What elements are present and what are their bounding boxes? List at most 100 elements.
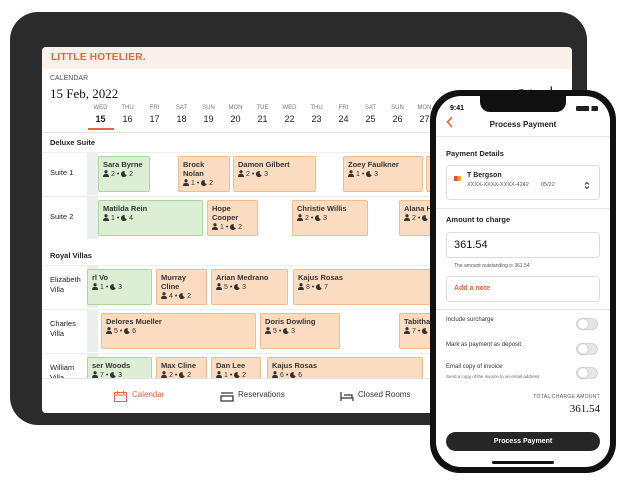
section-heading: Payment Details bbox=[446, 149, 504, 158]
note-box[interactable] bbox=[446, 276, 600, 302]
booking-counts: 2 • 2 bbox=[103, 170, 145, 179]
guest-name: Damon Gilbert bbox=[238, 160, 290, 169]
home-indicator bbox=[492, 461, 554, 464]
weekday: WED bbox=[282, 105, 297, 111]
card-expiry: 05/22 bbox=[541, 182, 555, 188]
day-number: 15 bbox=[95, 114, 106, 124]
blocked-cell bbox=[87, 197, 98, 239]
booking[interactable]: Matilda Rein 1 • 4 bbox=[98, 200, 203, 236]
guest-name: Christie Willis bbox=[297, 204, 347, 213]
booking[interactable]: Arian Medrano 5 • 3 bbox=[211, 269, 288, 305]
status-time: 9:41 bbox=[450, 105, 465, 112]
card-chevron[interactable] bbox=[584, 177, 590, 195]
status-icons bbox=[576, 106, 598, 111]
booking[interactable]: Delores Mueller 5 • 6 bbox=[101, 313, 256, 349]
brand: LITTLE HOTELIER. bbox=[51, 52, 146, 63]
day-number: 25 bbox=[365, 114, 376, 124]
night-count: 6 bbox=[132, 328, 137, 335]
toggle[interactable] bbox=[576, 367, 598, 379]
row-bg bbox=[42, 309, 572, 353]
day-number: 21 bbox=[257, 114, 268, 124]
separator: • bbox=[417, 328, 421, 335]
separator: • bbox=[105, 284, 109, 291]
booking[interactable]: Zoey Faulkner 1 • 3 bbox=[343, 156, 423, 192]
booking[interactable]: Damon Gilbert 2 • 3 bbox=[233, 156, 316, 192]
guest-name: Kajus Rosas bbox=[298, 273, 344, 282]
guest-name: Brock Nolan bbox=[183, 160, 205, 178]
booking-counts: 1 • 3 bbox=[92, 283, 147, 292]
booking[interactable]: Christie Willis 2 • 3 bbox=[292, 200, 368, 236]
add-note[interactable]: Add a note bbox=[454, 285, 491, 292]
booking[interactable]: Sara Byrne 2 • 2 bbox=[98, 156, 150, 192]
booking[interactable]: Hope Cooper 1 • 2 bbox=[207, 200, 258, 236]
separator: • bbox=[311, 284, 315, 291]
blocked-cell bbox=[87, 153, 98, 195]
title-divider bbox=[436, 136, 610, 137]
card-name: T Bergson bbox=[467, 172, 502, 179]
guest-count: 2 bbox=[245, 171, 250, 178]
booking[interactable]: Murray Cline 4 • 2 bbox=[156, 269, 207, 305]
weekday: SUN bbox=[391, 105, 404, 111]
section-divider bbox=[436, 208, 610, 209]
back-button[interactable] bbox=[446, 115, 454, 131]
day-number: 27 bbox=[419, 114, 430, 124]
separator: • bbox=[278, 328, 282, 335]
guest-count: 2 bbox=[110, 171, 115, 178]
toggle-label: Include surcharge bbox=[446, 317, 494, 323]
guest-name: Arian Medrano bbox=[216, 273, 269, 282]
booking[interactable]: Brock Nolan 1 • 2 bbox=[178, 156, 230, 192]
booking-counts: 1 • 2 bbox=[212, 223, 253, 232]
nav-item[interactable]: Calendar bbox=[132, 390, 165, 399]
process-button[interactable]: Process Payment bbox=[446, 432, 600, 451]
night-count: 3 bbox=[118, 284, 123, 291]
booking[interactable]: rl Vo 1 • 3 bbox=[87, 269, 152, 305]
row-bg bbox=[42, 152, 572, 196]
nav-item[interactable]: Reservations bbox=[238, 390, 285, 399]
phone: 9:41 Process Payment Payment Details T Berg… bbox=[430, 90, 616, 473]
guest-name: Zoey Faulkner bbox=[348, 160, 399, 169]
booking-counts: 2 • 3 bbox=[297, 214, 363, 223]
card-number: XXXX-XXXX-XXXX-4242 bbox=[467, 182, 529, 188]
date: 15 Feb, 2022 bbox=[50, 86, 119, 101]
room-label: William Villa bbox=[50, 363, 75, 382]
weekday: WED bbox=[93, 105, 108, 111]
booking-counts: 1 • 2 bbox=[216, 371, 256, 380]
night-count: 6 bbox=[298, 372, 303, 379]
guest-count: 2 bbox=[168, 372, 173, 379]
separator: • bbox=[229, 284, 233, 291]
guest-count: 1 bbox=[219, 224, 224, 231]
nav-icon bbox=[220, 389, 234, 407]
separator: • bbox=[310, 215, 314, 222]
guest-count: 2 bbox=[304, 215, 309, 222]
night-count: 2 bbox=[238, 224, 243, 231]
toggle[interactable] bbox=[576, 318, 598, 330]
guest-count: 6 bbox=[279, 372, 284, 379]
room-label: Elizabeth Villa bbox=[50, 275, 81, 294]
booking-counts: 6 • 6 bbox=[272, 371, 418, 380]
total-label: TOTAL CHARGE AMOUNT bbox=[533, 394, 600, 400]
booking-counts: 7 • 4 bbox=[404, 327, 475, 336]
weekday: FRI bbox=[338, 105, 349, 111]
booking-counts: 7 • 3 bbox=[92, 371, 147, 380]
guest-count: 8 bbox=[305, 284, 310, 291]
guest-name: Tabitha O bbox=[404, 317, 439, 326]
guest-count: 1 bbox=[355, 171, 360, 178]
guest-name: Kajus Rosas bbox=[272, 361, 318, 370]
nav-item[interactable]: Closed Rooms bbox=[358, 390, 411, 399]
night-count: 2 bbox=[209, 180, 214, 187]
card-icon bbox=[454, 176, 461, 181]
separator: • bbox=[174, 293, 178, 300]
toggle[interactable] bbox=[576, 343, 598, 355]
night-count: 7 bbox=[324, 284, 329, 291]
booking[interactable]: Doris Dowling 5 • 3 bbox=[260, 313, 340, 349]
night-count: 2 bbox=[242, 372, 247, 379]
weekday: THU bbox=[121, 105, 134, 111]
toggle-label: Email copy of invoice bbox=[446, 364, 503, 370]
guest-count: 1 bbox=[223, 372, 228, 379]
separator: • bbox=[119, 328, 123, 335]
amount-input[interactable] bbox=[446, 232, 600, 258]
card-box[interactable] bbox=[446, 165, 600, 200]
weekday: FRI bbox=[149, 105, 160, 111]
separator: • bbox=[225, 224, 229, 231]
